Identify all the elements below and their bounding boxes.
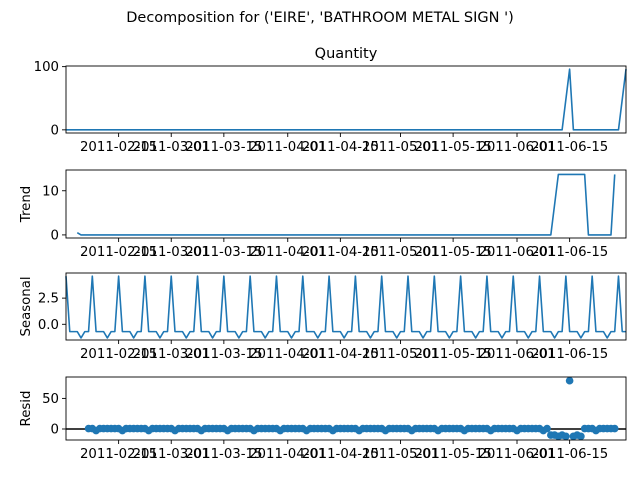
series-line [65,275,626,339]
axes-frame [65,169,627,239]
x-tick-label: 2011-05-01 [362,245,439,260]
x-tick-label: 2011-06-15 [531,245,608,260]
x-tick-label: 2011-06-01 [478,447,555,462]
x-tick-label: 2011-04-15 [302,447,379,462]
panels-container: Quantity01002011-02-152011-03-012011-03-… [19,46,627,462]
x-tick-label: 2011-03-15 [185,347,262,362]
x-tick-label: 2011-03-15 [185,447,262,462]
y-tick-label: 0 [51,123,59,138]
axes-frame [65,376,627,441]
y-axis-label: Seasonal [19,276,34,336]
resid-point [562,432,570,441]
figure-suptitle: Decomposition for ('EIRE', 'BATHROOM MET… [126,10,514,26]
x-tick-label: 2011-05-01 [362,347,439,362]
resid-point [565,376,574,385]
y-tick-label: 50 [42,392,59,407]
panel-seasonal: Seasonal 0.02.52011-02-152011-03-012011-0… [19,272,627,362]
series-line [76,173,616,236]
x-tick-label: 2011-03-01 [133,347,210,362]
x-tick-label: 2011-05-15 [414,347,491,362]
x-tick-label: 2011-04-01 [249,447,326,462]
axes-frame [65,272,627,341]
series-line [66,68,627,131]
y-axis-label: Resid [19,391,34,427]
y-tick-label: 10 [42,184,59,199]
x-tick-label: 2011-06-15 [531,140,608,155]
x-tick-label: 2011-06-01 [478,347,555,362]
resid-point [543,424,551,433]
x-tick-label: 2011-05-15 [414,140,491,155]
y-axis-label: Trend [19,186,34,223]
x-tick-label: 2011-03-15 [185,245,262,260]
x-tick-label: 2011-02-15 [80,447,157,462]
panel-trend: Trend0102011-02-152011-03-012011-03-1520… [19,169,627,260]
x-tick-label: 2011-04-01 [249,140,326,155]
y-tick-label: 100 [34,60,59,75]
x-tick-label: 2011-04-15 [302,245,379,260]
resid-point [610,424,619,433]
x-tick-label: 2011-02-15 [80,245,157,260]
x-tick-label: 2011-06-01 [478,140,555,155]
x-tick-label: 2011-05-15 [414,245,491,260]
x-tick-label: 2011-04-15 [302,140,379,155]
x-tick-label: 2011-02-15 [80,140,157,155]
panel-resid: Resid0502011-02-152011-03-012011-03-1520… [19,376,627,462]
x-tick-label: 2011-05-15 [414,447,491,462]
y-tick-label: 0.0 [38,318,59,333]
x-tick-label: 2011-03-01 [133,140,210,155]
x-tick-label: 2011-06-15 [531,347,608,362]
x-tick-label: 2011-04-15 [302,347,379,362]
x-tick-label: 2011-04-01 [249,347,326,362]
x-tick-label: 2011-05-01 [362,447,439,462]
panel-title: Quantity [315,46,378,62]
x-tick-label: 2011-03-01 [133,447,210,462]
x-tick-label: 2011-03-01 [133,245,210,260]
axes-frame [65,65,627,134]
x-tick-label: 2011-05-01 [362,140,439,155]
resid-point [577,432,585,441]
x-tick-label: 2011-06-01 [478,245,555,260]
y-tick-label: 0 [51,228,59,243]
y-tick-label: 0 [51,422,59,437]
x-tick-label: 2011-04-01 [249,245,326,260]
y-tick-label: 2.5 [38,292,59,307]
panel-observed: Quantity 0 100 2011-02-152011-03-012011-03-… [34,46,627,155]
x-tick-label: 2011-06-15 [531,447,608,462]
x-tick-label: 2011-02-15 [80,347,157,362]
x-tick-label: 2011-03-15 [185,140,262,155]
